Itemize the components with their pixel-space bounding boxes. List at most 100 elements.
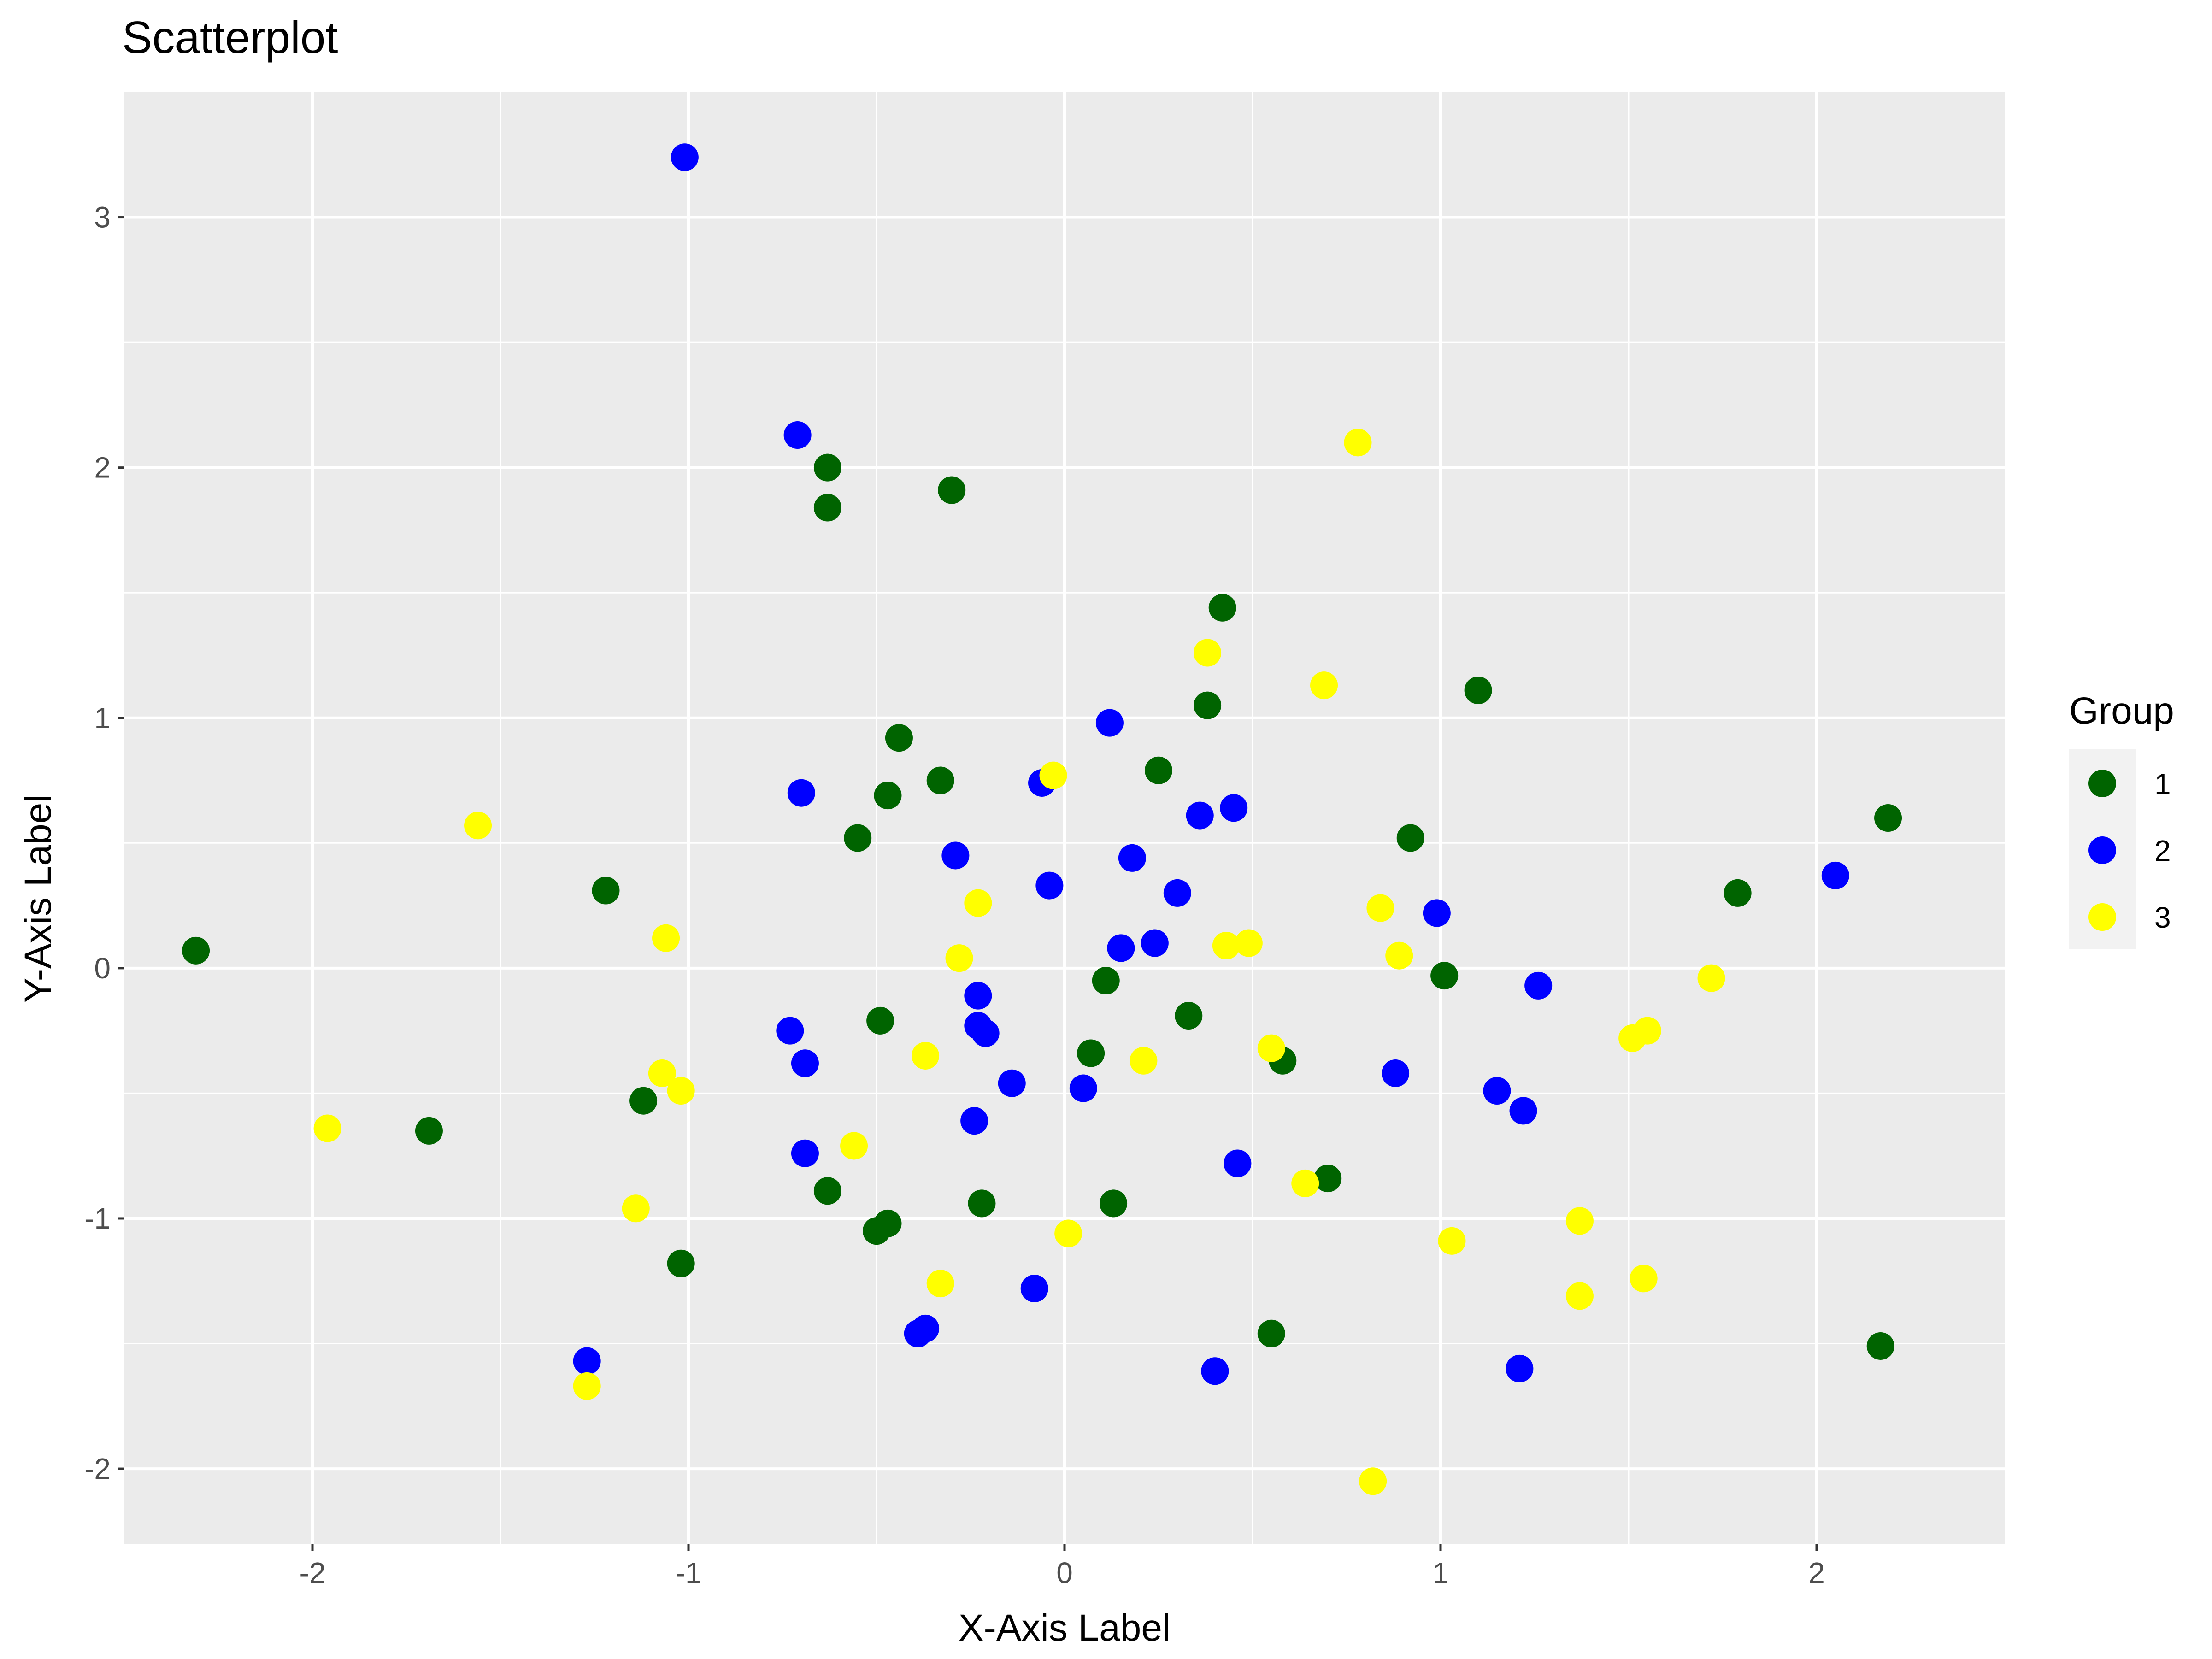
x-tick-label: 2 <box>1808 1556 1825 1589</box>
scatter-point-group-2 <box>573 1347 601 1375</box>
scatter-point-group-3 <box>926 1270 954 1298</box>
scatter-point-group-2 <box>971 1019 1000 1047</box>
scatter-point-group-2 <box>776 1017 804 1045</box>
legend: Group 1 2 3 <box>2069 690 2174 949</box>
scatter-point-group-1 <box>1396 824 1424 852</box>
scatter-point-group-3 <box>1633 1017 1661 1045</box>
legend-title: Group <box>2069 690 2174 732</box>
scatter-point-group-1 <box>1257 1319 1285 1347</box>
scatter-point-group-2 <box>1509 1097 1537 1125</box>
scatter-point-group-1 <box>813 453 841 482</box>
scatter-point-group-1 <box>926 766 954 794</box>
scatter-point-group-3 <box>1385 941 1413 970</box>
scatter-point-group-2 <box>1020 1275 1048 1303</box>
scatter-point-group-2 <box>941 841 970 870</box>
y-tick-label: -2 <box>84 1452 111 1485</box>
x-tick-label: -1 <box>676 1556 702 1589</box>
scatter-point-group-3 <box>1359 1467 1387 1495</box>
scatter-point-group-1 <box>629 1087 658 1115</box>
scatter-point-group-3 <box>1054 1219 1082 1247</box>
scatter-point-group-1 <box>667 1249 695 1277</box>
scatter-point-group-3 <box>1344 429 1372 457</box>
scatter-point-group-1 <box>866 1006 894 1035</box>
scatter-point-group-2 <box>1035 871 1064 900</box>
scatter-point-group-1 <box>885 724 913 752</box>
scatter-point-group-1 <box>1175 1002 1203 1030</box>
scatter-point-group-2 <box>912 1314 940 1342</box>
scatter-point-group-1 <box>844 824 872 852</box>
scatter-point-group-3 <box>573 1372 601 1400</box>
scatter-point-group-3 <box>1291 1169 1319 1197</box>
scatter-point-group-3 <box>1697 964 1725 992</box>
scatter-point-group-1 <box>1430 962 1459 990</box>
scatter-point-group-3 <box>1630 1265 1658 1293</box>
scatter-point-group-2 <box>1095 709 1124 737</box>
scatter-point-group-2 <box>1382 1059 1410 1087</box>
scatter-point-group-3 <box>1130 1047 1158 1075</box>
scatter-point-group-1 <box>1100 1189 1128 1218</box>
scatter-point-group-2 <box>1107 934 1135 962</box>
scatter-point-group-2 <box>1069 1074 1097 1102</box>
scatter-point-group-1 <box>874 1209 902 1237</box>
scatter-point-group-3 <box>912 1041 940 1070</box>
scatter-point-group-3 <box>1438 1227 1466 1255</box>
scatter-point-group-2 <box>1524 971 1553 1000</box>
scatter-point-group-1 <box>938 476 966 504</box>
legend-key-group-1 <box>2088 770 2116 797</box>
y-tick-label: 3 <box>94 201 111 234</box>
scatter-point-group-1 <box>415 1117 443 1145</box>
legend-label: 3 <box>2154 901 2171 934</box>
scatter-point-group-3 <box>1565 1282 1594 1310</box>
scatter-point-group-2 <box>791 1139 819 1167</box>
scatter-point-group-1 <box>1092 967 1120 995</box>
scatter-point-group-2 <box>1483 1077 1511 1105</box>
legend-key-group-2 <box>2088 836 2116 864</box>
scatter-point-group-3 <box>648 1059 676 1087</box>
scatter-point-group-1 <box>592 877 620 905</box>
scatter-point-group-2 <box>1201 1357 1229 1385</box>
scatter-point-group-2 <box>1506 1354 1534 1382</box>
x-tick-label: 0 <box>1056 1556 1073 1589</box>
scatter-point-group-3 <box>667 1077 695 1105</box>
scatter-point-group-2 <box>1821 861 1849 889</box>
scatter-point-group-3 <box>313 1114 341 1142</box>
scatter-point-group-2 <box>671 143 699 171</box>
scatter-point-group-1 <box>182 936 210 965</box>
y-tick-label: 2 <box>94 451 111 484</box>
scatter-point-group-3 <box>1235 929 1263 957</box>
scatter-point-group-2 <box>1186 801 1214 830</box>
scatter-point-group-2 <box>791 1049 819 1077</box>
legend-label: 2 <box>2154 834 2171 867</box>
scatter-point-group-3 <box>964 889 992 917</box>
scatter-point-group-1 <box>874 782 902 810</box>
scatter-point-group-2 <box>1118 844 1146 872</box>
legend-label: 1 <box>2154 767 2171 800</box>
scatter-point-group-3 <box>840 1132 868 1160</box>
scatter-point-group-3 <box>652 924 680 952</box>
scatter-point-group-1 <box>1208 594 1236 622</box>
data-points <box>182 143 1902 1495</box>
scatter-point-group-3 <box>1039 761 1067 789</box>
scatter-point-group-1 <box>1866 1332 1894 1360</box>
major-gridlines <box>124 92 2005 1544</box>
scatter-point-group-1 <box>1194 691 1222 719</box>
scatter-point-group-1 <box>1145 756 1172 784</box>
scatter-point-group-2 <box>964 982 992 1010</box>
scatter-point-group-3 <box>622 1194 650 1223</box>
y-axis: -2 -1 0 1 2 3 <box>84 201 124 1485</box>
scatter-point-group-2 <box>1141 929 1169 957</box>
scatter-point-group-1 <box>813 1177 841 1205</box>
y-tick-label: 1 <box>94 701 111 735</box>
x-tick-label: 1 <box>1432 1556 1449 1589</box>
scatter-point-group-3 <box>945 944 973 972</box>
scatter-point-group-1 <box>813 494 841 522</box>
scatter-point-group-1 <box>1874 804 1902 832</box>
scatter-point-group-2 <box>1220 794 1248 822</box>
scatter-point-group-2 <box>1423 899 1451 927</box>
scatter-point-group-3 <box>1212 931 1240 959</box>
scatter-point-group-2 <box>1163 879 1191 907</box>
scatter-point-group-2 <box>1224 1149 1252 1177</box>
y-axis-label: Y-Axis Label <box>17 794 59 1003</box>
scatter-point-group-3 <box>1194 639 1222 667</box>
